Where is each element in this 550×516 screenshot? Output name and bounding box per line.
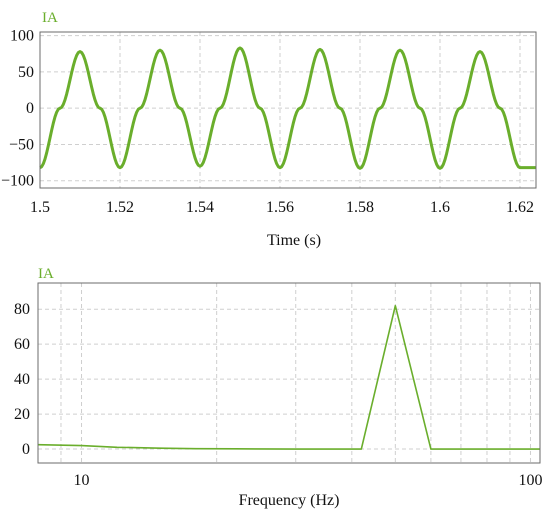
bottom-series-label: IA [38,266,54,282]
top-y-tick-label: −100 [1,173,34,190]
top-tick-labels: 1.5 1.52 1.54 1.56 1.58 1.6 1.62 100 50 0 −50 −100 [1,28,534,216]
bottom-grid [38,283,540,463]
ia-spectrum-series [37,304,540,450]
bottom-y-tick-label: 0 [22,441,30,458]
bottom-plot-frame [37,282,541,464]
bottom-x-tick-label: 10 [74,472,90,489]
top-x-tick-label: 1.54 [186,199,214,216]
top-x-tick-label: 1.56 [266,199,294,216]
frequency-domain-chart: IA 10 100 80 60 40 20 0 Frequency (Hz) [14,266,542,509]
time-domain-chart: IA 1.5 1.52 1.54 1.56 1.58 1.6 1.62 100 50 0 −50 −1… [1,10,537,249]
top-y-tick-label: 100 [10,28,34,45]
top-series-label: IA [42,10,58,26]
ia-time-series [39,46,537,170]
top-grid [39,32,536,188]
bottom-y-tick-label: 60 [14,336,30,353]
bottom-y-tick-label: 80 [14,301,30,318]
top-y-tick-label: 50 [18,64,34,81]
top-line-series [39,46,537,170]
top-plot-frame [39,31,537,189]
top-y-tick-label: −50 [9,136,34,153]
bottom-tick-labels: 10 100 80 60 40 20 0 [14,301,542,489]
top-x-tick-label: 1.5 [30,199,50,216]
bottom-line-series [37,304,540,450]
top-y-tick-label: 0 [26,100,34,117]
bottom-x-axis-title: Frequency (Hz) [239,492,340,509]
top-x-tick-label: 1.52 [106,199,134,216]
top-x-tick-label: 1.58 [346,199,374,216]
top-x-tick-label: 1.62 [506,199,534,216]
bottom-y-tick-label: 40 [14,371,30,388]
bottom-y-tick-label: 20 [14,406,30,423]
top-x-tick-label: 1.6 [430,199,450,216]
bottom-x-tick-label: 100 [518,472,542,489]
top-x-axis-title: Time (s) [267,232,321,249]
